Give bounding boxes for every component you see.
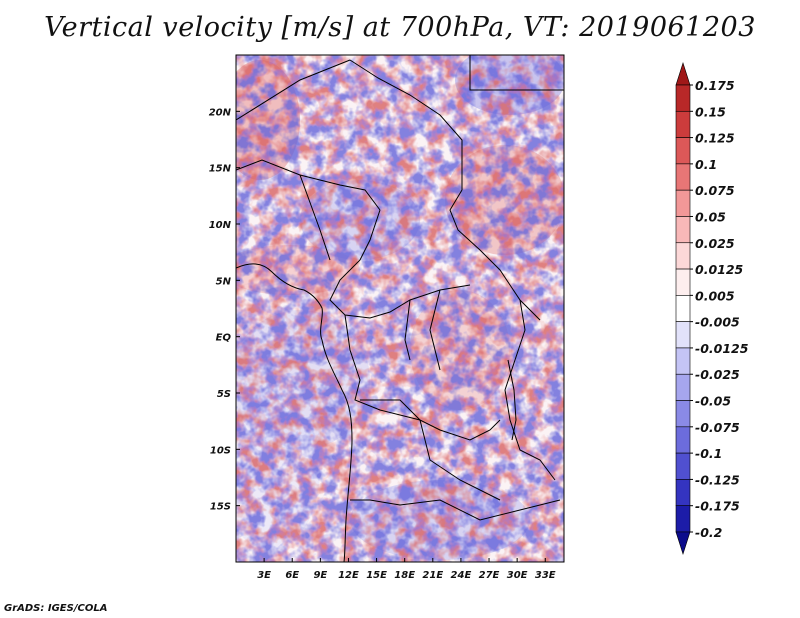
lon-tick-label: 6E: [285, 570, 299, 581]
coastline: [236, 263, 353, 562]
colorbar-label: -0.125: [695, 472, 740, 487]
colorbar-swatch: [675, 216, 691, 244]
colorbar-label: -0.0125: [695, 341, 749, 356]
lon-tick-label: 3E: [257, 570, 271, 581]
colorbar-label: -0.1: [695, 446, 722, 461]
colorbar-label: -0.2: [695, 525, 722, 540]
colorbar-label: -0.005: [695, 315, 740, 330]
colorbar-label: 0.075: [695, 183, 735, 198]
colorbar-swatch: [675, 189, 691, 217]
colorbar-label: 0.05: [695, 209, 726, 224]
colorbar-label: 0.025: [695, 236, 735, 251]
lat-tick-label: 10N: [209, 220, 232, 231]
colorbar-swatch: [675, 479, 691, 507]
colorbar-swatch: [675, 137, 691, 165]
colorbar-swatch: [675, 62, 691, 86]
border-nile: [469, 55, 564, 91]
lon-tick-label: 30E: [507, 570, 528, 581]
colorbar-swatch: [675, 373, 691, 401]
colorbar-label: -0.05: [695, 394, 731, 409]
lon-tick-label: 12E: [338, 570, 359, 581]
border-sahara: [236, 59, 463, 190]
colorbar-label: -0.175: [695, 499, 740, 514]
border-north: [236, 159, 381, 211]
colorbar-swatch: [675, 163, 691, 191]
colorbar-swatch: [675, 505, 691, 533]
colorbar-swatch: [675, 426, 691, 454]
border-congo: [344, 314, 501, 441]
lake-tanganyika: [507, 359, 517, 441]
colorbar-swatch: [675, 400, 691, 428]
lat-tick-label: EQ: [216, 333, 232, 344]
border-misc: [299, 174, 441, 371]
lat-tick-label: 5N: [216, 276, 232, 287]
velocity-field: [236, 55, 564, 562]
border-east: [504, 299, 556, 481]
lon-tick-label: 33E: [535, 570, 556, 581]
lon-tick-label: 27E: [479, 570, 500, 581]
colorbar-label: 0.175: [695, 78, 735, 93]
latitude-axis: 20N 15N 10N 5N EQ 5S 10S 15S: [209, 107, 240, 513]
colorbar-swatch: [675, 242, 691, 270]
colorbar-swatch: [675, 84, 691, 112]
lat-tick-label: 10S: [210, 445, 231, 456]
colorbar-label: -0.025: [695, 367, 740, 382]
border-angola: [360, 399, 501, 501]
lon-tick-label: 24E: [451, 570, 472, 581]
lat-tick-label: 5S: [217, 389, 231, 400]
lon-tick-label: 21E: [422, 570, 443, 581]
boundaries: [236, 55, 564, 562]
colorbar-swatch: [675, 268, 691, 296]
lat-tick-label: 20N: [209, 107, 232, 118]
lat-tick-label: 15N: [209, 164, 232, 175]
colorbar-label: 0.0125: [695, 262, 744, 277]
colorbar-swatch: [675, 110, 691, 138]
colorbar-swatch: [675, 295, 691, 322]
lon-tick-label: 15E: [366, 570, 387, 581]
longitude-axis: 3E 6E 9E 12E 15E 18E 21E 24E 27E 30E 33E: [257, 558, 556, 581]
colorbar-label: 0.005: [695, 288, 735, 303]
chart-title: Vertical velocity [m/s] at 700hPa, VT: 2…: [44, 12, 756, 43]
lon-tick-label: 9E: [313, 570, 327, 581]
colorbar: 0.175 0.15 0.125 0.1 0.075 0.05 0.025 0.0125 0.0…: [675, 62, 749, 555]
colorbar-label: 0.125: [695, 131, 735, 146]
plot-frame: [235, 54, 565, 563]
colorbar-swatch: [675, 321, 691, 349]
grads-credit: GrADS: IGES/COLA: [4, 603, 108, 614]
colorbar-label: 0.1: [695, 157, 717, 172]
colorbar-label: 0.15: [695, 104, 726, 119]
colorbar-label: -0.075: [695, 420, 740, 435]
lat-tick-label: 15S: [210, 502, 231, 513]
colorbar-swatch: [675, 531, 691, 555]
lon-tick-label: 18E: [394, 570, 415, 581]
colorbar-swatch: [675, 452, 691, 480]
colorbar-swatch: [675, 347, 691, 375]
border-south: [350, 499, 561, 521]
